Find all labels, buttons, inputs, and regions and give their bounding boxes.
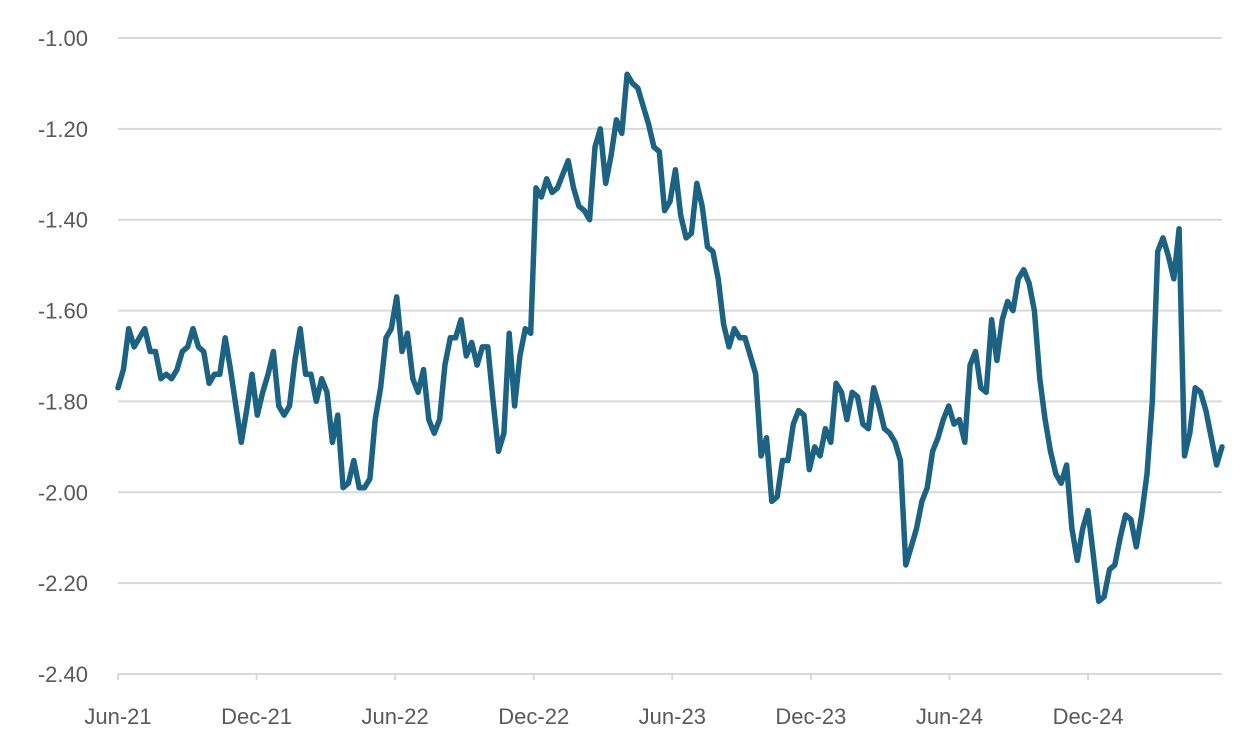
y-tick-label: -2.40: [38, 662, 88, 687]
y-tick-label: -1.00: [38, 26, 88, 51]
series-line: [115, 71, 1225, 605]
y-tick-label: -2.00: [38, 480, 88, 505]
y-tick-label: -1.40: [38, 208, 88, 233]
x-tick-label: Jun-21: [84, 704, 151, 729]
y-tick-label: -1.80: [38, 389, 88, 414]
y-tick-label: -1.20: [38, 117, 88, 142]
y-axis-tick-labels: -1.00 -1.20 -1.40 -1.60 -1.80 -2.00 -2.20 -2.40: [38, 26, 88, 687]
x-tick-label: Jun-23: [639, 704, 706, 729]
x-tick-label: Dec-22: [498, 704, 569, 729]
x-tick-label: Jun-22: [362, 704, 429, 729]
gridlines: [117, 37, 1222, 680]
y-tick-label: -1.60: [38, 299, 88, 324]
y-tick-label: -2.20: [38, 571, 88, 596]
x-axis-tick-labels: Jun-21 Dec-21 Jun-22 Dec-22 Jun-23 Dec-23 Jun-…: [84, 704, 1123, 729]
x-tick-label: Dec-23: [775, 704, 846, 729]
series-group: [115, 71, 1225, 605]
x-tick-label: Jun-24: [916, 704, 983, 729]
x-tick-label: Dec-21: [221, 704, 292, 729]
x-tick-label: Dec-24: [1053, 704, 1124, 729]
